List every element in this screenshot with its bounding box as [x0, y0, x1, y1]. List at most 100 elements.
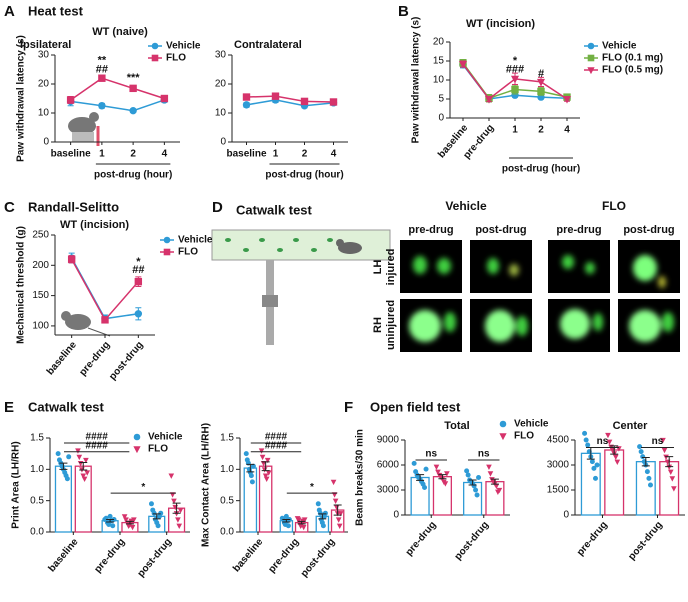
marker — [671, 486, 677, 492]
y-tick-label: 30 — [38, 50, 50, 61]
chart-title: Total — [444, 420, 469, 432]
marker — [129, 524, 136, 531]
marker — [605, 432, 611, 439]
y-tick-label: 10 — [433, 75, 445, 86]
y-axis-label: Max Contact Area (LH/RH) — [201, 423, 212, 547]
marker — [493, 483, 500, 490]
x-tick-label: 4 — [564, 125, 570, 136]
panel-title: Catwalk test — [236, 202, 313, 217]
line — [246, 95, 334, 103]
marker — [609, 447, 616, 454]
column-label: pre-drug — [408, 224, 453, 236]
bar — [485, 481, 505, 516]
marker — [101, 316, 109, 324]
paw-images — [400, 240, 680, 352]
y-tick-label: 4500 — [547, 435, 570, 446]
marker — [123, 517, 129, 523]
panel-label: F — [344, 399, 353, 416]
x-tick-label: 1 — [273, 149, 279, 160]
y-tick-label: 250 — [32, 230, 49, 241]
y-tick-label: 1.0 — [30, 464, 44, 475]
marker — [66, 454, 72, 460]
marker — [329, 98, 338, 106]
x-tick-label: baseline — [46, 536, 80, 574]
bracket-label: * — [141, 482, 145, 493]
bar — [604, 449, 625, 516]
panel-title: Randall-Selitto — [28, 199, 119, 214]
marker — [614, 459, 621, 465]
x-tick-label: pre-drug — [92, 537, 127, 576]
marker — [487, 471, 494, 477]
y-tick-label: 1.5 — [220, 433, 234, 444]
legend-marker — [587, 67, 595, 75]
row-label: uninjured — [385, 300, 397, 350]
marker — [258, 448, 265, 454]
marker — [660, 437, 666, 444]
legend-marker — [163, 236, 171, 244]
y-axis-label: Mechanical threshold (g) — [16, 226, 27, 344]
bar — [432, 476, 452, 516]
marker — [442, 481, 449, 487]
bracket-label: #### — [86, 440, 109, 451]
x-tick-label: post-drug — [626, 520, 664, 563]
marker — [667, 469, 674, 475]
marker — [66, 96, 75, 104]
marker — [474, 492, 480, 498]
marker — [536, 78, 546, 87]
legend-marker — [151, 54, 159, 62]
marker — [285, 523, 291, 529]
catwalk-illustration — [211, 229, 391, 345]
y-tick-label: 3000 — [377, 485, 400, 496]
mouse-icon — [61, 112, 111, 337]
y-axis-label: Paw withdrawal latency (s) — [16, 35, 27, 162]
y-tick-label: 1500 — [547, 485, 570, 496]
y-axis-label: Beam breaks/30 min — [355, 429, 366, 526]
legend-label: FLO — [166, 53, 186, 64]
marker — [661, 447, 668, 454]
marker — [591, 465, 597, 471]
x-tick-label: 1 — [99, 149, 105, 160]
error-bar — [106, 518, 115, 523]
marker — [98, 102, 106, 110]
bar — [635, 461, 656, 516]
marker — [242, 101, 251, 109]
x-tick-label: 2 — [302, 149, 308, 160]
x-tick-label: 4 — [331, 149, 337, 160]
error-bar — [665, 456, 674, 468]
marker — [83, 457, 89, 464]
y-axis-label: Paw withdrawal latency (s) — [411, 17, 422, 144]
panel-title: Open field test — [370, 399, 461, 414]
marker — [583, 437, 589, 443]
marker — [301, 517, 308, 523]
error-bar — [282, 518, 291, 523]
subtitle: WT (incision) — [60, 219, 129, 231]
marker — [644, 469, 650, 475]
error-bar — [333, 504, 342, 516]
bracket-label: #### — [86, 432, 109, 443]
error-bar — [261, 461, 270, 472]
panel-label: B — [398, 3, 409, 20]
y-tick-label: 30 — [215, 50, 227, 61]
legend-marker — [163, 248, 171, 256]
marker — [98, 74, 106, 82]
line — [71, 258, 139, 322]
marker — [295, 517, 302, 523]
marker — [322, 510, 328, 516]
x-tick-label: 2 — [538, 125, 544, 136]
chart-title: Contralateral — [234, 39, 302, 51]
bracket-label: ns — [597, 436, 609, 447]
y-tick-label: 5 — [438, 94, 444, 105]
marker — [283, 513, 289, 519]
marker — [168, 473, 175, 479]
line — [246, 99, 334, 107]
marker — [131, 517, 137, 523]
marker — [435, 469, 441, 475]
y-tick-label: 9000 — [377, 435, 400, 446]
legend-marker — [499, 420, 507, 428]
legend-label: FLO — [178, 247, 198, 258]
column-label: post-drug — [475, 224, 526, 236]
marker — [562, 95, 572, 104]
y-tick-label: 3000 — [547, 460, 570, 471]
legend-label: FLO — [148, 444, 168, 455]
marker — [337, 511, 344, 517]
